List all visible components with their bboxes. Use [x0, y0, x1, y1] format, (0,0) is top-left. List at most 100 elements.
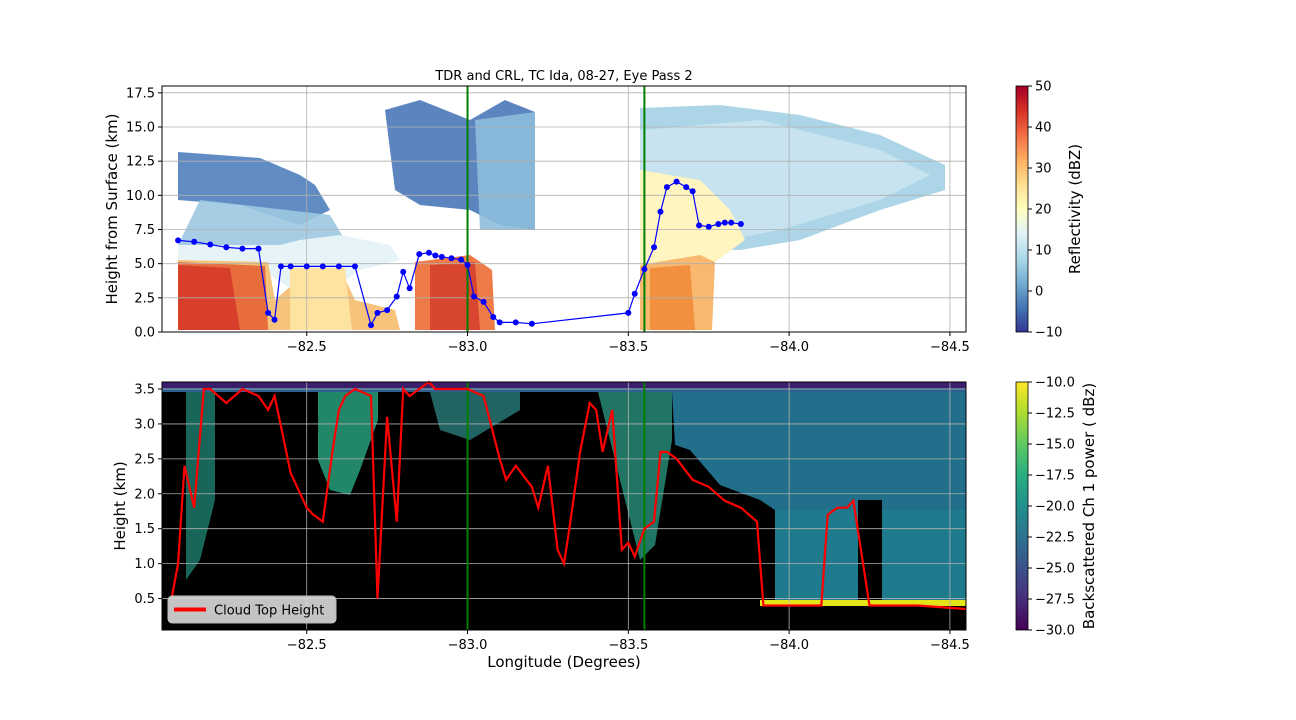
top-colorbar	[1015, 85, 1029, 333]
top-y-axis-label: Height from Surface (km)	[103, 114, 121, 305]
top-series-point-32	[528, 320, 535, 327]
top-series-point-44	[715, 221, 722, 228]
bottom-colorbar-tick-label-4: −20.0	[1035, 500, 1075, 515]
bottom-y-tick-label-2: 1.5	[134, 522, 155, 537]
top-series-point-0	[175, 237, 182, 244]
top-series-point-19	[406, 285, 413, 292]
top-series-point-33	[625, 309, 632, 316]
top-colorbar-tick-label-2: 10	[1035, 244, 1052, 259]
top-series-point-3	[223, 244, 230, 251]
top-y-tick-label-6: 15.0	[126, 121, 155, 136]
top-series-point-21	[425, 249, 432, 256]
top-series-point-1	[191, 238, 198, 245]
top-colorbar-ticks: −10 0 10 20 30 40 50	[1028, 80, 1062, 341]
top-x-tick-label-0: −82.5	[287, 340, 327, 355]
top-y-ticks: 0.0 2.5 5.0 7.5 10.0 12.5 15.0 17.5	[126, 86, 162, 341]
top-series-point-42	[696, 222, 703, 229]
top-series-point-13	[351, 263, 358, 270]
bottom-x-tick-label-2: −83.5	[608, 638, 648, 653]
top-x-tick-label-1: −83.0	[448, 340, 488, 355]
top-series-point-11	[319, 263, 326, 270]
top-series-point-2	[207, 241, 214, 248]
bottom-colorbar-tick-label-5: −17.5	[1035, 469, 1075, 484]
bottom-y-axis-label: Height (km)	[111, 461, 129, 550]
bottom-plot-frame	[161, 381, 967, 631]
top-series-point-46	[728, 219, 735, 226]
bottom-colorbar-tick-label-1: −27.5	[1035, 593, 1075, 608]
top-series-point-27	[470, 293, 477, 300]
bottom-colorbar-ticks: −30.0 −27.5 −25.0 −22.5 −20.0 −17.5 −15.0 −12.5…	[1028, 376, 1075, 639]
bottom-x-tick-label-3: −84.0	[769, 638, 809, 653]
top-colorbar-tick-label-3: 20	[1035, 203, 1052, 218]
bottom-y-tick-label-5: 3.0	[134, 417, 155, 432]
top-series-point-40	[683, 184, 690, 191]
bottom-x-tick-label-4: −84.5	[930, 638, 970, 653]
bottom-x-tick-label-0: −82.5	[287, 638, 327, 653]
legend-label: Cloud Top Height	[214, 604, 324, 619]
top-series-point-14	[368, 322, 375, 329]
top-series-point-43	[705, 223, 712, 230]
top-x-ticks: −82.5 −83.0 −83.5 −84.0 −84.5	[287, 332, 970, 355]
top-echo-top-series	[175, 178, 744, 329]
top-series-point-10	[303, 263, 310, 270]
bottom-colorbar-tick-label-8: −10.0	[1035, 376, 1075, 391]
top-colorbar-label: Reflectivity (dBZ)	[1066, 144, 1084, 274]
top-series-point-20	[416, 251, 423, 258]
top-series-point-4	[239, 245, 246, 252]
top-series-point-12	[335, 263, 342, 270]
bottom-vertical-lines	[466, 382, 646, 630]
bottom-x-tick-label-1: −83.0	[448, 638, 488, 653]
bottom-series-line-0	[170, 380, 967, 611]
top-series-point-15	[374, 309, 381, 316]
bottom-y-tick-label-4: 2.5	[134, 452, 155, 467]
top-plot-frame	[161, 85, 967, 333]
top-series-point-9	[287, 263, 294, 270]
top-series-point-26	[464, 262, 471, 269]
top-series-point-41	[689, 188, 696, 195]
top-series-point-16	[384, 307, 391, 314]
top-colorbar-tick-label-5: 40	[1035, 121, 1052, 136]
top-x-tick-label-4: −84.5	[930, 340, 970, 355]
legend-box	[167, 595, 337, 624]
top-series-point-24	[448, 255, 455, 262]
top-series-point-7	[271, 316, 278, 323]
top-vertical-lines	[466, 86, 646, 332]
top-panel-title: TDR and CRL, TC Ida, 08-27, Eye Pass 2	[434, 69, 692, 84]
bottom-colorbar-label: Backscattered Ch 1 power ( dBz)	[1080, 383, 1098, 629]
top-series-point-30	[496, 319, 503, 326]
top-series-point-39	[673, 178, 680, 185]
top-series-point-18	[400, 268, 407, 275]
bottom-y-tick-label-0: 0.5	[134, 592, 155, 607]
top-y-tick-label-4: 10.0	[126, 189, 155, 204]
top-y-tick-label-1: 2.5	[134, 291, 155, 306]
top-colorbar-tick-label-6: 50	[1035, 80, 1052, 95]
top-y-tick-label-2: 5.0	[134, 257, 155, 272]
bottom-colorbar-tick-label-3: −22.5	[1035, 531, 1075, 546]
top-series-point-37	[657, 208, 664, 215]
top-series-point-38	[663, 184, 670, 191]
bottom-y-tick-label-3: 2.0	[134, 487, 155, 502]
top-x-tick-label-3: −84.0	[769, 340, 809, 355]
bottom-colorbar-tick-label-2: −25.0	[1035, 562, 1075, 577]
bottom-colorbar-tick-label-6: −15.0	[1035, 438, 1075, 453]
top-series-point-8	[277, 263, 284, 270]
top-colorbar-tick-label-0: −10	[1035, 326, 1062, 341]
top-series-point-23	[438, 253, 445, 260]
top-y-tick-label-5: 12.5	[126, 155, 155, 170]
bottom-panel: −82.5 −83.0 −83.5 −84.0 −84.5 0.5 1.0 1.5 2.0 2.…	[111, 376, 1098, 672]
bottom-y-tick-label-6: 3.5	[134, 382, 155, 397]
bottom-backscatter-field	[162, 382, 966, 606]
top-y-tick-label-7: 17.5	[126, 86, 155, 101]
top-colorbar-tick-label-4: 30	[1035, 162, 1052, 177]
top-series-point-25	[458, 256, 465, 263]
top-y-tick-label-3: 7.5	[134, 223, 155, 238]
bottom-y-ticks: 0.5 1.0 1.5 2.0 2.5 3.0 3.5	[134, 382, 162, 607]
top-series-point-47	[737, 221, 744, 228]
bottom-legend: Cloud Top Height	[167, 595, 337, 624]
bottom-colorbar-tick-label-7: −12.5	[1035, 407, 1075, 422]
bottom-colorbar	[1015, 381, 1029, 631]
top-series-point-45	[721, 219, 728, 226]
bottom-x-ticks: −82.5 −83.0 −83.5 −84.0 −84.5	[287, 630, 970, 653]
top-series-point-29	[490, 313, 497, 320]
top-series-point-31	[512, 319, 519, 326]
